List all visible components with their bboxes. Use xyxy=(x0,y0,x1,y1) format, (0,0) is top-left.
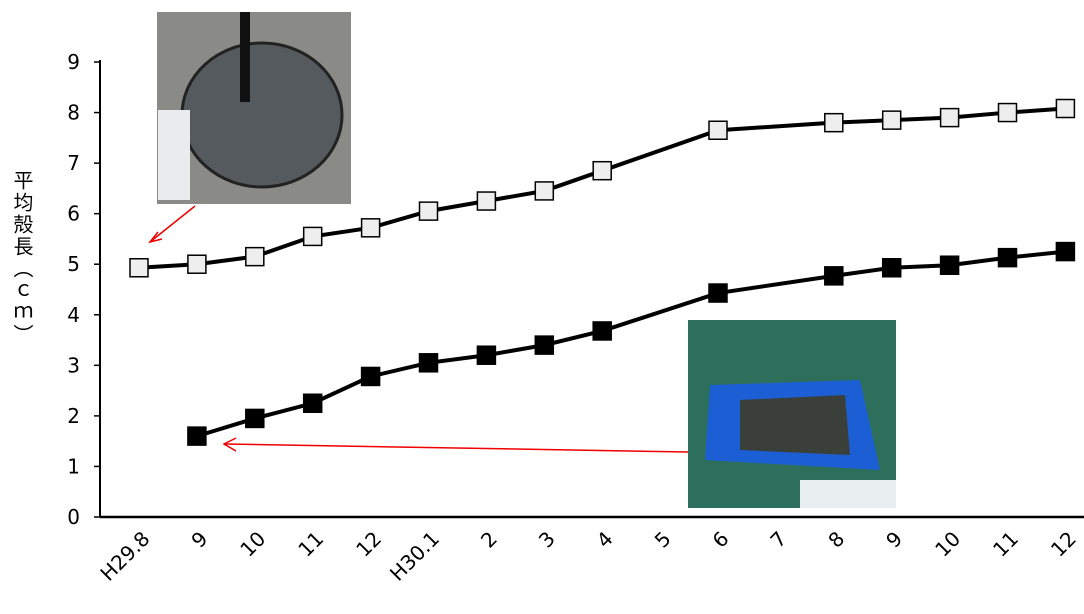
marker xyxy=(246,409,264,427)
marker xyxy=(188,255,206,273)
y-tick-label: 3 xyxy=(67,353,80,377)
marker xyxy=(709,284,727,302)
y-tick-label: 2 xyxy=(67,404,80,428)
x-tick-label: H30.1 xyxy=(385,527,444,586)
marker xyxy=(825,114,843,132)
marker xyxy=(246,248,264,266)
photo-basket xyxy=(688,320,896,508)
marker xyxy=(593,162,611,180)
marker xyxy=(304,394,322,412)
x-tick-label: 11 xyxy=(988,527,1023,562)
y-axis-label: 平均殻長（ｃｍ） xyxy=(8,170,37,346)
marker xyxy=(535,336,553,354)
marker xyxy=(709,121,727,139)
marker xyxy=(593,322,611,340)
marker xyxy=(477,346,495,364)
marker xyxy=(999,249,1017,267)
y-tick-label: 1 xyxy=(67,454,80,478)
y-tick-label: 9 xyxy=(67,50,80,74)
marker xyxy=(188,427,206,445)
marker xyxy=(420,202,438,220)
marker xyxy=(1056,100,1074,118)
x-tick-label: 11 xyxy=(293,527,328,562)
x-tick-label: 12 xyxy=(351,527,386,562)
marker xyxy=(941,109,959,127)
marker xyxy=(883,259,901,277)
x-tick-label: 10 xyxy=(930,527,965,562)
x-tick-label: 5 xyxy=(650,527,676,553)
marker xyxy=(477,192,495,210)
y-tick-label: 7 xyxy=(67,151,80,175)
x-tick-label: 4 xyxy=(592,527,618,553)
x-tick-label: H29.8 xyxy=(95,527,154,586)
marker xyxy=(304,227,322,245)
marker xyxy=(362,219,380,237)
marker xyxy=(362,367,380,385)
y-tick-label: 8 xyxy=(67,101,80,125)
arrow xyxy=(224,444,688,452)
marker xyxy=(1056,243,1074,261)
x-tick-label: 3 xyxy=(534,527,560,553)
y-tick-label: 0 xyxy=(67,505,80,529)
marker xyxy=(883,111,901,129)
marker xyxy=(420,354,438,372)
x-tick-label: 8 xyxy=(823,527,849,553)
x-tick-label: 7 xyxy=(765,527,791,553)
x-tick-label: 6 xyxy=(708,527,734,553)
photo-net xyxy=(157,12,351,204)
marker xyxy=(999,104,1017,122)
page: 0123456789H29.89101112H30.12345678910111… xyxy=(0,0,1084,614)
arrow xyxy=(150,206,195,242)
y-tick-label: 6 xyxy=(67,202,80,226)
x-tick-label: 2 xyxy=(476,527,502,553)
x-tick-label: 10 xyxy=(235,527,270,562)
chart: 0123456789H29.89101112H30.12345678910111… xyxy=(0,0,1084,614)
y-tick-label: 4 xyxy=(67,303,80,327)
marker xyxy=(130,259,148,277)
marker xyxy=(825,267,843,285)
x-tick-label: 9 xyxy=(186,527,212,553)
series-line xyxy=(197,252,1066,437)
marker xyxy=(535,182,553,200)
x-tick-label: 9 xyxy=(881,527,907,553)
y-tick-label: 5 xyxy=(67,252,80,276)
x-tick-label: 12 xyxy=(1046,527,1081,562)
marker xyxy=(941,256,959,274)
